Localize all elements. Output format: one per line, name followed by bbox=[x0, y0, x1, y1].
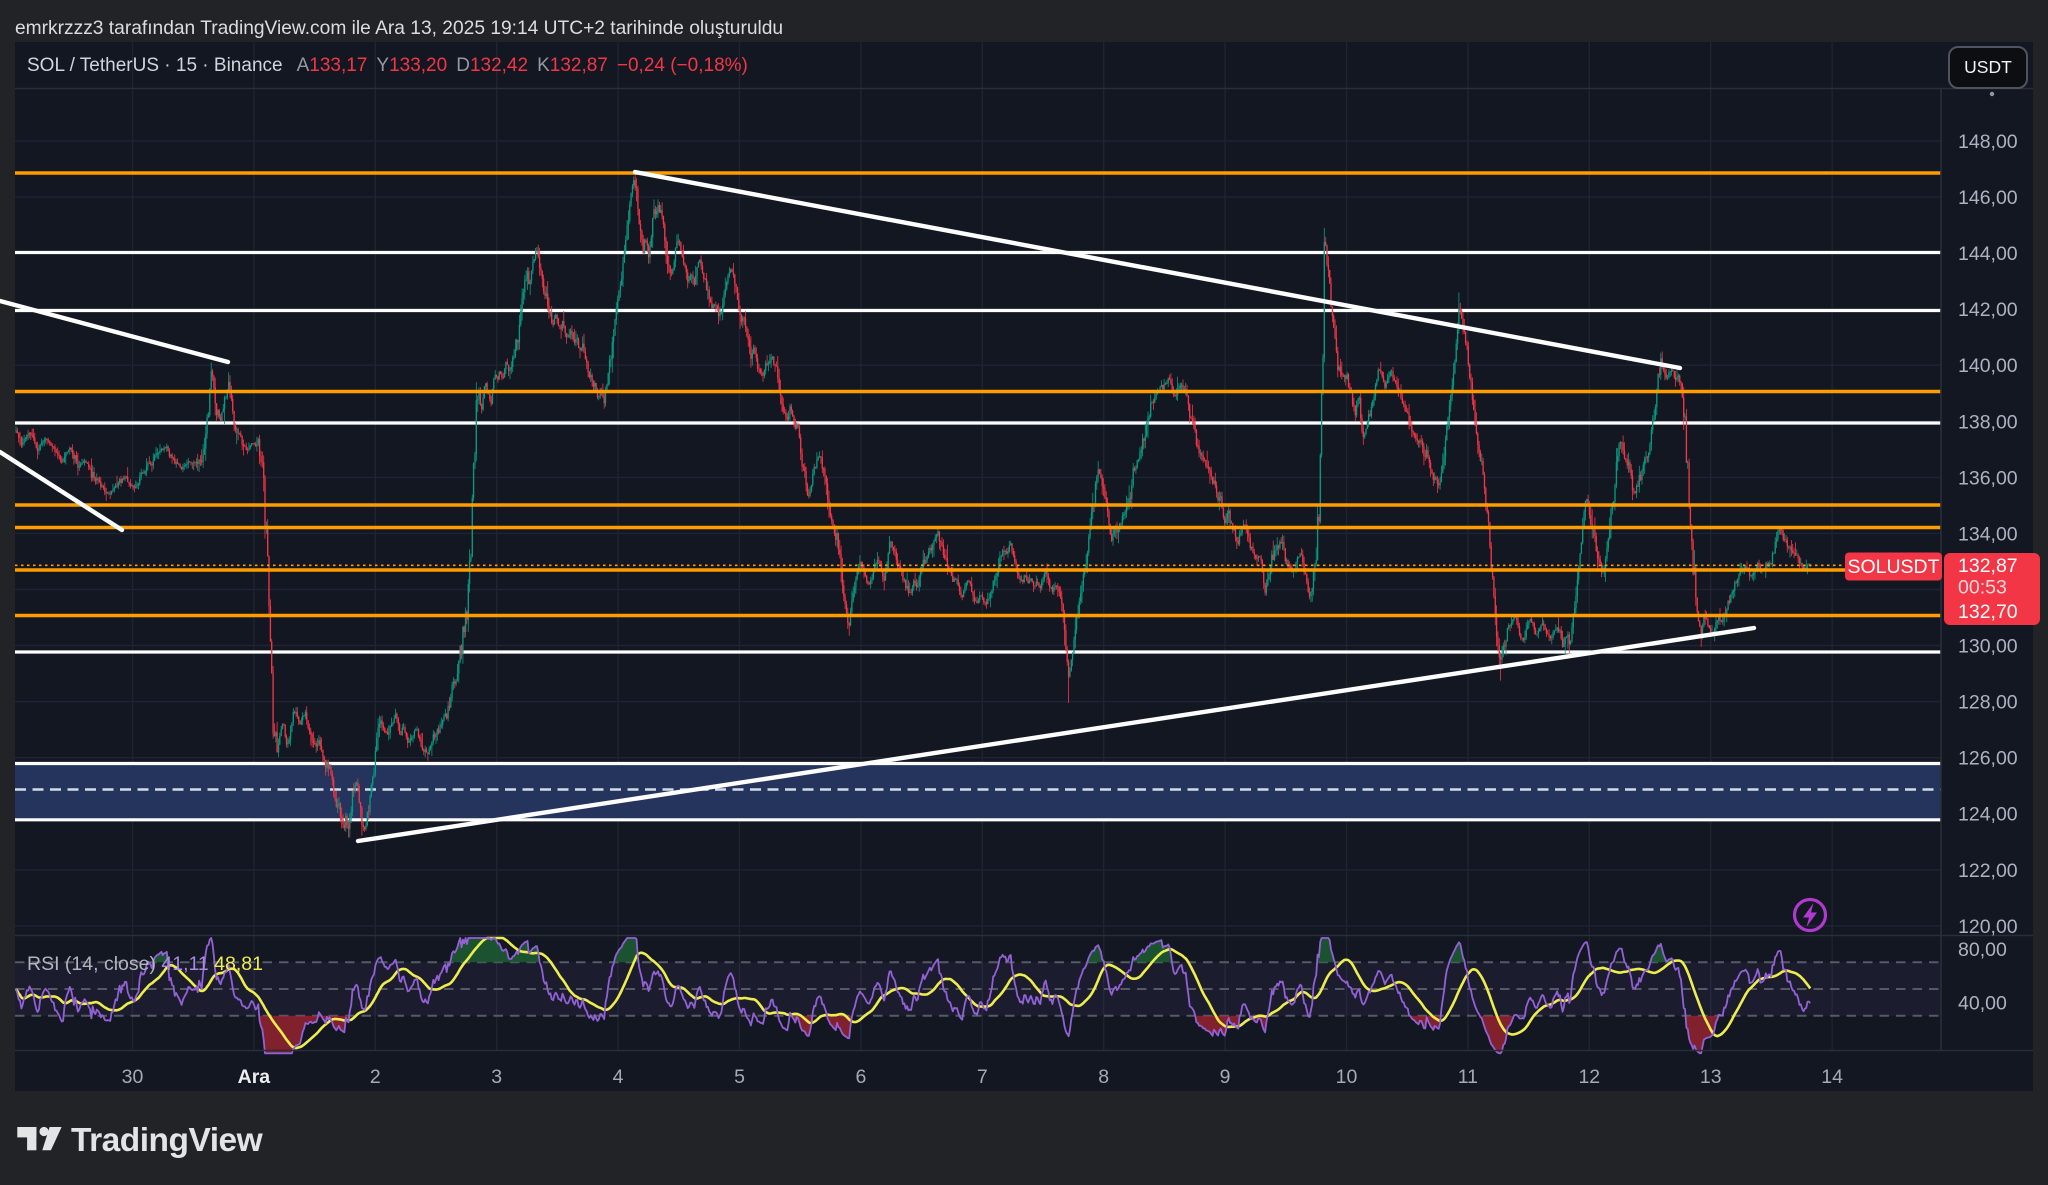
svg-text:134,00: 134,00 bbox=[1958, 523, 2018, 545]
svg-text:emrkrzzz3 tarafından TradingVi: emrkrzzz3 tarafından TradingView.com ile… bbox=[15, 18, 783, 39]
svg-text:3: 3 bbox=[491, 1066, 502, 1088]
svg-text:11: 11 bbox=[1458, 1066, 1478, 1088]
svg-text:142,00: 142,00 bbox=[1958, 299, 2018, 321]
svg-text:Ara: Ara bbox=[238, 1066, 271, 1088]
svg-text:2: 2 bbox=[370, 1066, 381, 1088]
svg-text:136,00: 136,00 bbox=[1958, 467, 2018, 489]
svg-text:128,00: 128,00 bbox=[1958, 692, 2018, 714]
svg-text:122,00: 122,00 bbox=[1958, 860, 2018, 882]
svg-text:13: 13 bbox=[1700, 1066, 1722, 1088]
svg-text:RSI (14, close) 41,11 48,81: RSI (14, close) 41,11 48,81 bbox=[27, 953, 263, 975]
svg-text:144,00: 144,00 bbox=[1958, 243, 2018, 265]
svg-text:124,00: 124,00 bbox=[1958, 804, 2018, 826]
svg-text:132,87: 132,87 bbox=[1958, 555, 2018, 577]
svg-text:130,00: 130,00 bbox=[1958, 636, 2018, 658]
svg-text:USDT: USDT bbox=[1964, 57, 2012, 77]
svg-text:8: 8 bbox=[1098, 1066, 1109, 1088]
svg-text:9: 9 bbox=[1220, 1066, 1231, 1088]
svg-text:14: 14 bbox=[1821, 1066, 1843, 1088]
svg-text:6: 6 bbox=[855, 1066, 866, 1088]
svg-text:120,00: 120,00 bbox=[1958, 916, 2018, 938]
svg-text:138,00: 138,00 bbox=[1958, 411, 2018, 433]
svg-text:TradingView: TradingView bbox=[71, 1122, 264, 1159]
svg-text:12: 12 bbox=[1578, 1066, 1600, 1088]
svg-text:5: 5 bbox=[734, 1066, 745, 1088]
svg-text:30: 30 bbox=[122, 1066, 144, 1088]
svg-text:140,00: 140,00 bbox=[1958, 355, 2018, 377]
svg-text:SOLUSDT: SOLUSDT bbox=[1847, 556, 1939, 578]
svg-text:148,00: 148,00 bbox=[1958, 131, 2018, 153]
svg-text:80,00: 80,00 bbox=[1958, 939, 2007, 961]
svg-text:4: 4 bbox=[613, 1066, 624, 1088]
svg-text:40,00: 40,00 bbox=[1958, 992, 2007, 1014]
svg-text:00:53: 00:53 bbox=[1958, 577, 2007, 599]
svg-text:7: 7 bbox=[977, 1066, 988, 1088]
svg-text:132,70: 132,70 bbox=[1958, 601, 2018, 623]
svg-text:146,00: 146,00 bbox=[1958, 187, 2018, 209]
svg-text:126,00: 126,00 bbox=[1958, 748, 2018, 770]
svg-text:10: 10 bbox=[1336, 1066, 1358, 1088]
